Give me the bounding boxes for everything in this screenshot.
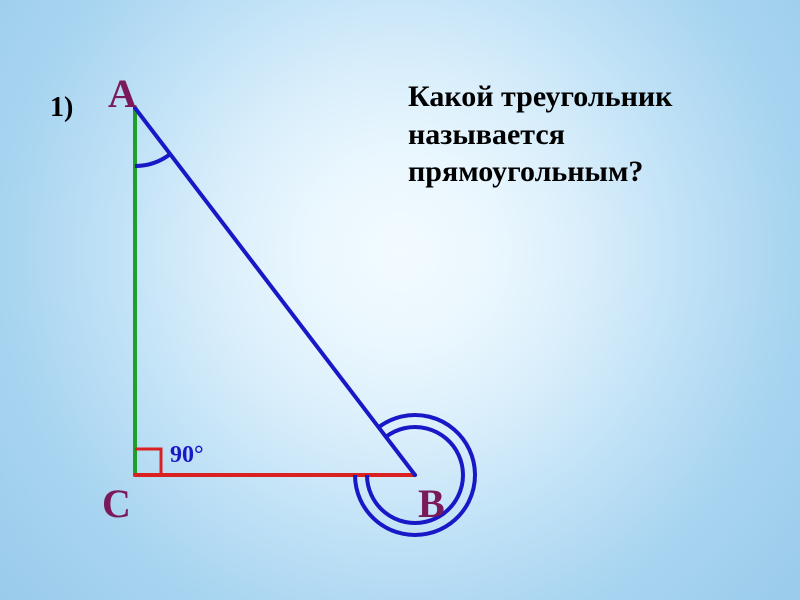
- vertex-label-c: C: [102, 480, 131, 527]
- vertex-label-a: A: [108, 70, 137, 117]
- right-angle-label: 90°: [170, 442, 204, 469]
- angle-arc-a: [135, 154, 170, 166]
- side-ab: [135, 108, 415, 475]
- slide: 1) Какой треугольник называется прямоуго…: [0, 0, 800, 600]
- right-angle-mark: [135, 449, 161, 475]
- vertex-label-b: B: [418, 480, 445, 527]
